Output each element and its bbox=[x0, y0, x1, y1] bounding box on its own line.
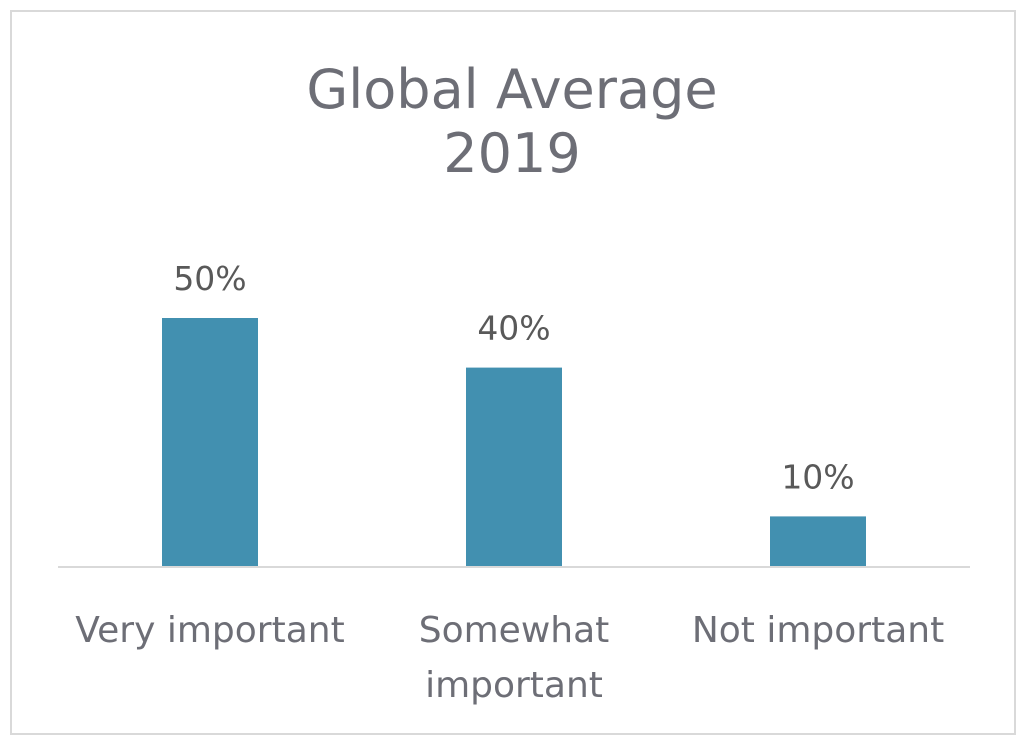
chart-title-line-1: Global Average bbox=[306, 58, 718, 121]
category-label-0: Very important bbox=[75, 610, 344, 651]
category-label-1-line-0: Somewhat bbox=[419, 610, 610, 651]
chart-title-line-2: 2019 bbox=[443, 122, 581, 185]
chart-title: Global Average 2019 bbox=[0, 58, 1024, 186]
category-label-0-line-0: Very important bbox=[75, 610, 344, 651]
value-label-0: 50% bbox=[173, 259, 246, 298]
bar-0 bbox=[162, 318, 258, 566]
value-label-1: 40% bbox=[477, 309, 550, 348]
bar-1 bbox=[466, 367, 562, 566]
bar-2 bbox=[770, 516, 866, 566]
category-label-1: Somewhat important bbox=[419, 610, 610, 706]
category-label-2: Not important bbox=[692, 610, 944, 651]
category-label-2-line-0: Not important bbox=[692, 610, 944, 651]
category-label-1-line-1: important bbox=[425, 665, 603, 706]
value-label-2: 10% bbox=[781, 457, 854, 496]
